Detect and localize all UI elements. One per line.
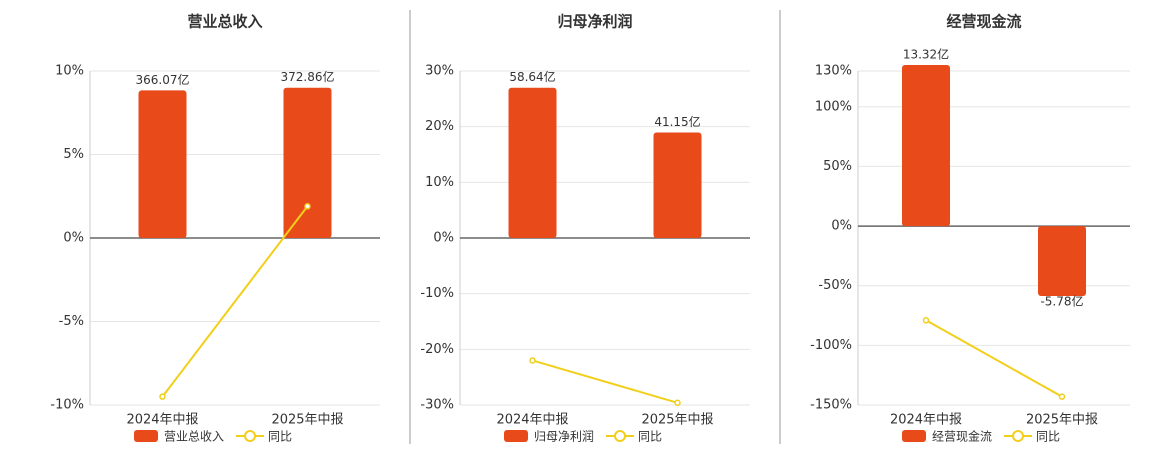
legend-label: 同比 [268,430,292,444]
point [674,399,681,407]
x-tick-label: 2025年中报 [271,413,343,428]
y-tick-label: -20% [420,342,454,357]
y-tick-label: -5% [59,314,84,329]
y-tick-label: 50% [823,159,852,174]
y-tick-label: 130% [815,64,852,79]
line [161,205,309,398]
y-tick-label: -10% [50,398,84,413]
chart-title: 归母净利润 [557,13,632,31]
legend-swatch [902,430,926,442]
y-tick-label: -150% [810,398,852,413]
value-label: -5.78亿 [1040,293,1083,308]
legend-label: 同比 [1036,430,1060,444]
point [304,203,311,210]
legend-label: 归母净利润 [534,430,594,444]
value-label: 366.07亿 [136,72,190,87]
legend-swatch [504,430,528,442]
y-tick-label: 10% [55,64,84,79]
legend-swatch [244,430,257,442]
bar [508,87,557,238]
x-tick-label: 2024年中报 [496,413,568,428]
x-tick-label: 2025年中报 [1026,413,1098,428]
bar [1038,226,1086,296]
chart-title: 营业总收入 [187,13,262,31]
chart-title: 经营现金流 [946,13,1021,31]
bar [283,87,332,238]
x-tick-label: 2024年中报 [126,413,198,428]
y-tick-label: 10% [425,175,454,190]
point [922,317,930,324]
value-label: 372.86亿 [281,69,335,84]
value-label: 58.64亿 [509,69,555,84]
x-tick-label: 2025年中报 [641,413,713,428]
y-tick-label: -100% [810,338,852,353]
value-label: 13.32亿 [903,47,949,62]
legend-swatch [614,430,627,442]
y-tick-label: -10% [420,286,454,301]
legend-swatch [1012,430,1025,442]
value-label: 41.15亿 [654,114,700,129]
point [159,393,166,400]
y-tick-label: 0% [831,219,852,234]
y-tick-label: -50% [818,278,852,293]
y-tick-label: 0% [433,231,454,246]
y-tick-label: -30% [420,398,454,413]
legend-swatch [134,430,158,442]
y-tick-label: 0% [63,231,84,246]
y-tick-label: 100% [815,99,852,114]
line [532,359,678,404]
line [925,319,1063,398]
y-tick-label: 20% [425,119,454,134]
y-tick-label: 5% [63,147,84,162]
x-tick-label: 2024年中报 [890,413,962,428]
legend-label: 同比 [638,430,662,444]
point [529,357,536,364]
legend-label: 经营现金流 [932,429,992,444]
bar [138,90,187,239]
bar [902,65,950,227]
legend-label: 营业总收入 [164,430,224,444]
y-tick-label: 30% [425,64,454,79]
bar [653,132,702,238]
point [1058,393,1066,400]
